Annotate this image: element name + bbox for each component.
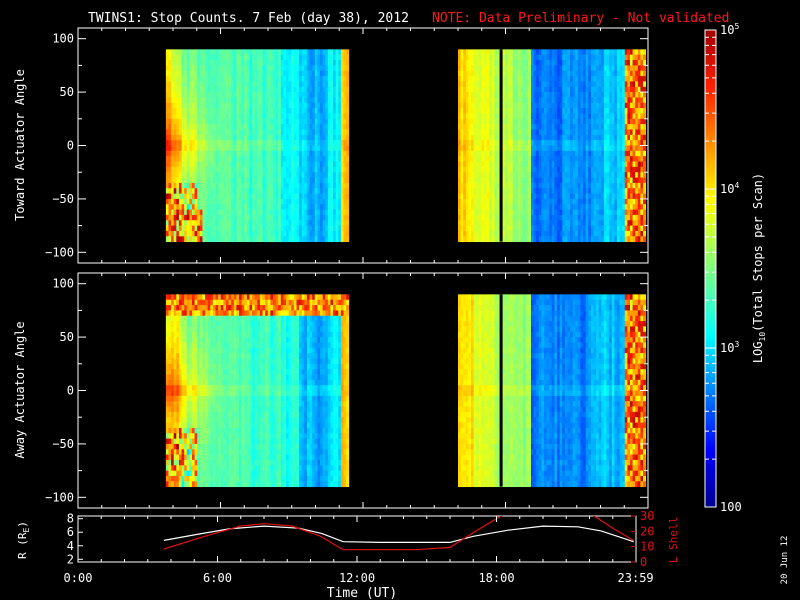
- away-ytick-label: −50: [52, 437, 74, 451]
- away-ylabel: Away Actuator Angle: [13, 321, 27, 458]
- orbit-left-tick-label: 6: [67, 525, 74, 539]
- away-angle-panel: 100 50 0 −50 −100 Away Actuator Angle: [13, 272, 649, 509]
- preliminary-note: NOTE: Data Preliminary - Not validated: [432, 11, 729, 26]
- colorbar-tick-base: 10: [720, 23, 734, 37]
- x-tick-label: 12:00: [339, 571, 375, 585]
- x-tick-label: 6:00: [203, 571, 232, 585]
- colorbar-label: LOG10(Total Stops per Scan): [751, 173, 767, 363]
- colorbar-tick-exp: 4: [734, 181, 739, 190]
- orbit-left-ylabel-main: R (R: [16, 532, 29, 559]
- away-ytick-label: 100: [52, 277, 74, 291]
- orbit-left-ylabel-close: ): [16, 521, 29, 528]
- colorbar-tick-label: 103: [720, 340, 739, 355]
- toward-ylabel: Toward Actuator Angle: [13, 69, 27, 221]
- away-ytick-label: 0: [67, 384, 74, 398]
- orbit-lines: [163, 516, 635, 551]
- lshell-line-2: [593, 516, 635, 542]
- r-line: [163, 525, 634, 544]
- colorbar-label-main: LOG: [751, 341, 765, 363]
- away-ytick-label: 50: [60, 330, 74, 344]
- side-date: 20 Jun 12: [780, 536, 790, 585]
- orbit-panel-frame: [77, 515, 637, 563]
- colorbar-label-sub: 10: [758, 332, 767, 342]
- toward-ytick-label: 0: [67, 139, 74, 153]
- toward-y-ticks: 100 50 0 −50 −100: [45, 28, 648, 263]
- toward-ytick-label: 100: [52, 32, 74, 46]
- toward-angle-panel: 100 50 0 −50 −100 Toward Actuator Angle: [13, 27, 649, 264]
- orbit-right-tick-label: 30: [640, 509, 654, 523]
- toward-ytick-label: −50: [52, 192, 74, 206]
- colorbar-tick-exp: 5: [734, 22, 739, 31]
- away-y-ticks: 100 50 0 −50 −100: [45, 273, 648, 508]
- colorbar-tick-base: 10: [720, 341, 734, 355]
- figure-title: TWINS1: Stop Counts. 7 Feb (day 38), 201…: [88, 11, 409, 26]
- orbit-left-ylabel: R (RE): [16, 521, 31, 559]
- orbit-right-tick-label: 20: [640, 524, 654, 538]
- x-tick-label: 23:59: [618, 571, 654, 585]
- colorbar-gradient: [705, 30, 716, 507]
- x-tick-label: 0:00: [64, 571, 93, 585]
- away-ytick-label: −100: [45, 490, 74, 504]
- x-tick-label: 18:00: [478, 571, 514, 585]
- colorbar-tick-label: 104: [720, 181, 739, 196]
- orbit-left-tick-label: 4: [67, 539, 74, 553]
- toward-ytick-label: −100: [45, 245, 74, 259]
- x-axis-label: Time (UT): [327, 586, 397, 600]
- orbit-left-tick-label: 2: [67, 552, 74, 566]
- colorbar-tick-base: 100: [720, 500, 742, 514]
- orbit-right-tick-label: 10: [640, 540, 654, 554]
- orbit-right-tick-label: 0: [640, 555, 647, 569]
- colorbar-tick-label: 100: [720, 500, 742, 514]
- toward-heatmap: [165, 49, 647, 243]
- orbit-right-ylabel: L Shell: [667, 517, 680, 563]
- colorbar-tick-exp: 3: [734, 340, 739, 349]
- colorbar-tick-base: 10: [720, 182, 734, 196]
- orbit-left-tick-label: 8: [67, 512, 74, 526]
- away-heatmap: [165, 294, 647, 488]
- toward-ytick-label: 50: [60, 85, 74, 99]
- colorbar-label-rest: (Total Stops per Scan): [751, 173, 765, 332]
- orbit-left-ylabel-sub: E: [22, 527, 31, 532]
- colorbar-tick-label: 105: [720, 22, 739, 37]
- lshell-line: [163, 516, 503, 551]
